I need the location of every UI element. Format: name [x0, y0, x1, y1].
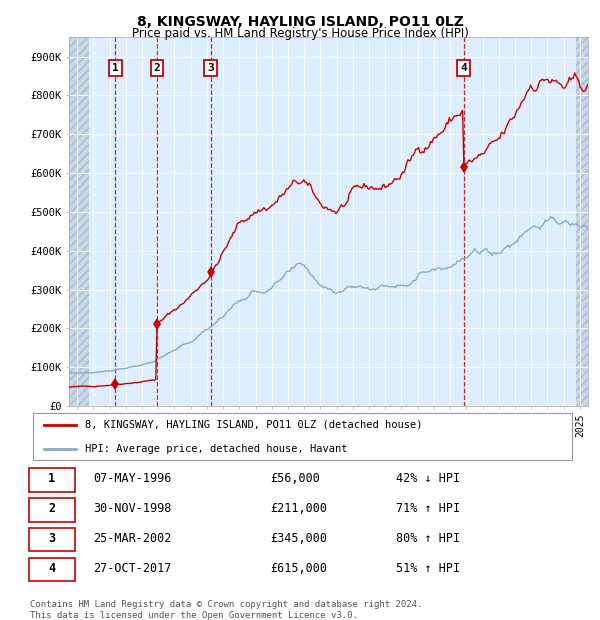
Text: 30-NOV-1998: 30-NOV-1998	[93, 502, 171, 515]
Text: 3: 3	[48, 532, 55, 545]
Text: 8, KINGSWAY, HAYLING ISLAND, PO11 0LZ (detached house): 8, KINGSWAY, HAYLING ISLAND, PO11 0LZ (d…	[85, 420, 422, 430]
FancyBboxPatch shape	[29, 558, 76, 582]
Text: 3: 3	[207, 63, 214, 73]
Text: 4: 4	[460, 63, 467, 73]
Bar	[576, 37, 588, 406]
Text: 25-MAR-2002: 25-MAR-2002	[93, 532, 171, 545]
Text: 2: 2	[154, 63, 160, 73]
Text: 07-MAY-1996: 07-MAY-1996	[93, 472, 171, 485]
Text: £211,000: £211,000	[270, 502, 327, 515]
Text: 42% ↓ HPI: 42% ↓ HPI	[396, 472, 460, 485]
Text: HPI: Average price, detached house, Havant: HPI: Average price, detached house, Hava…	[85, 444, 347, 454]
Text: 4: 4	[48, 562, 55, 575]
Text: Price paid vs. HM Land Registry's House Price Index (HPI): Price paid vs. HM Land Registry's House …	[131, 27, 469, 40]
Text: £345,000: £345,000	[270, 532, 327, 545]
Text: 27-OCT-2017: 27-OCT-2017	[93, 562, 171, 575]
Text: 2: 2	[48, 502, 55, 515]
Text: 80% ↑ HPI: 80% ↑ HPI	[396, 532, 460, 545]
Text: £615,000: £615,000	[270, 562, 327, 575]
Text: Contains HM Land Registry data © Crown copyright and database right 2024.
This d: Contains HM Land Registry data © Crown c…	[30, 600, 422, 619]
Text: 8, KINGSWAY, HAYLING ISLAND, PO11 0LZ: 8, KINGSWAY, HAYLING ISLAND, PO11 0LZ	[137, 16, 463, 30]
FancyBboxPatch shape	[33, 413, 572, 460]
FancyBboxPatch shape	[29, 498, 76, 521]
Text: 1: 1	[112, 63, 119, 73]
Bar	[69, 37, 89, 406]
FancyBboxPatch shape	[29, 528, 76, 551]
Text: 1: 1	[48, 472, 55, 485]
Text: 71% ↑ HPI: 71% ↑ HPI	[396, 502, 460, 515]
FancyBboxPatch shape	[29, 468, 76, 492]
Text: 51% ↑ HPI: 51% ↑ HPI	[396, 562, 460, 575]
Text: £56,000: £56,000	[270, 472, 320, 485]
